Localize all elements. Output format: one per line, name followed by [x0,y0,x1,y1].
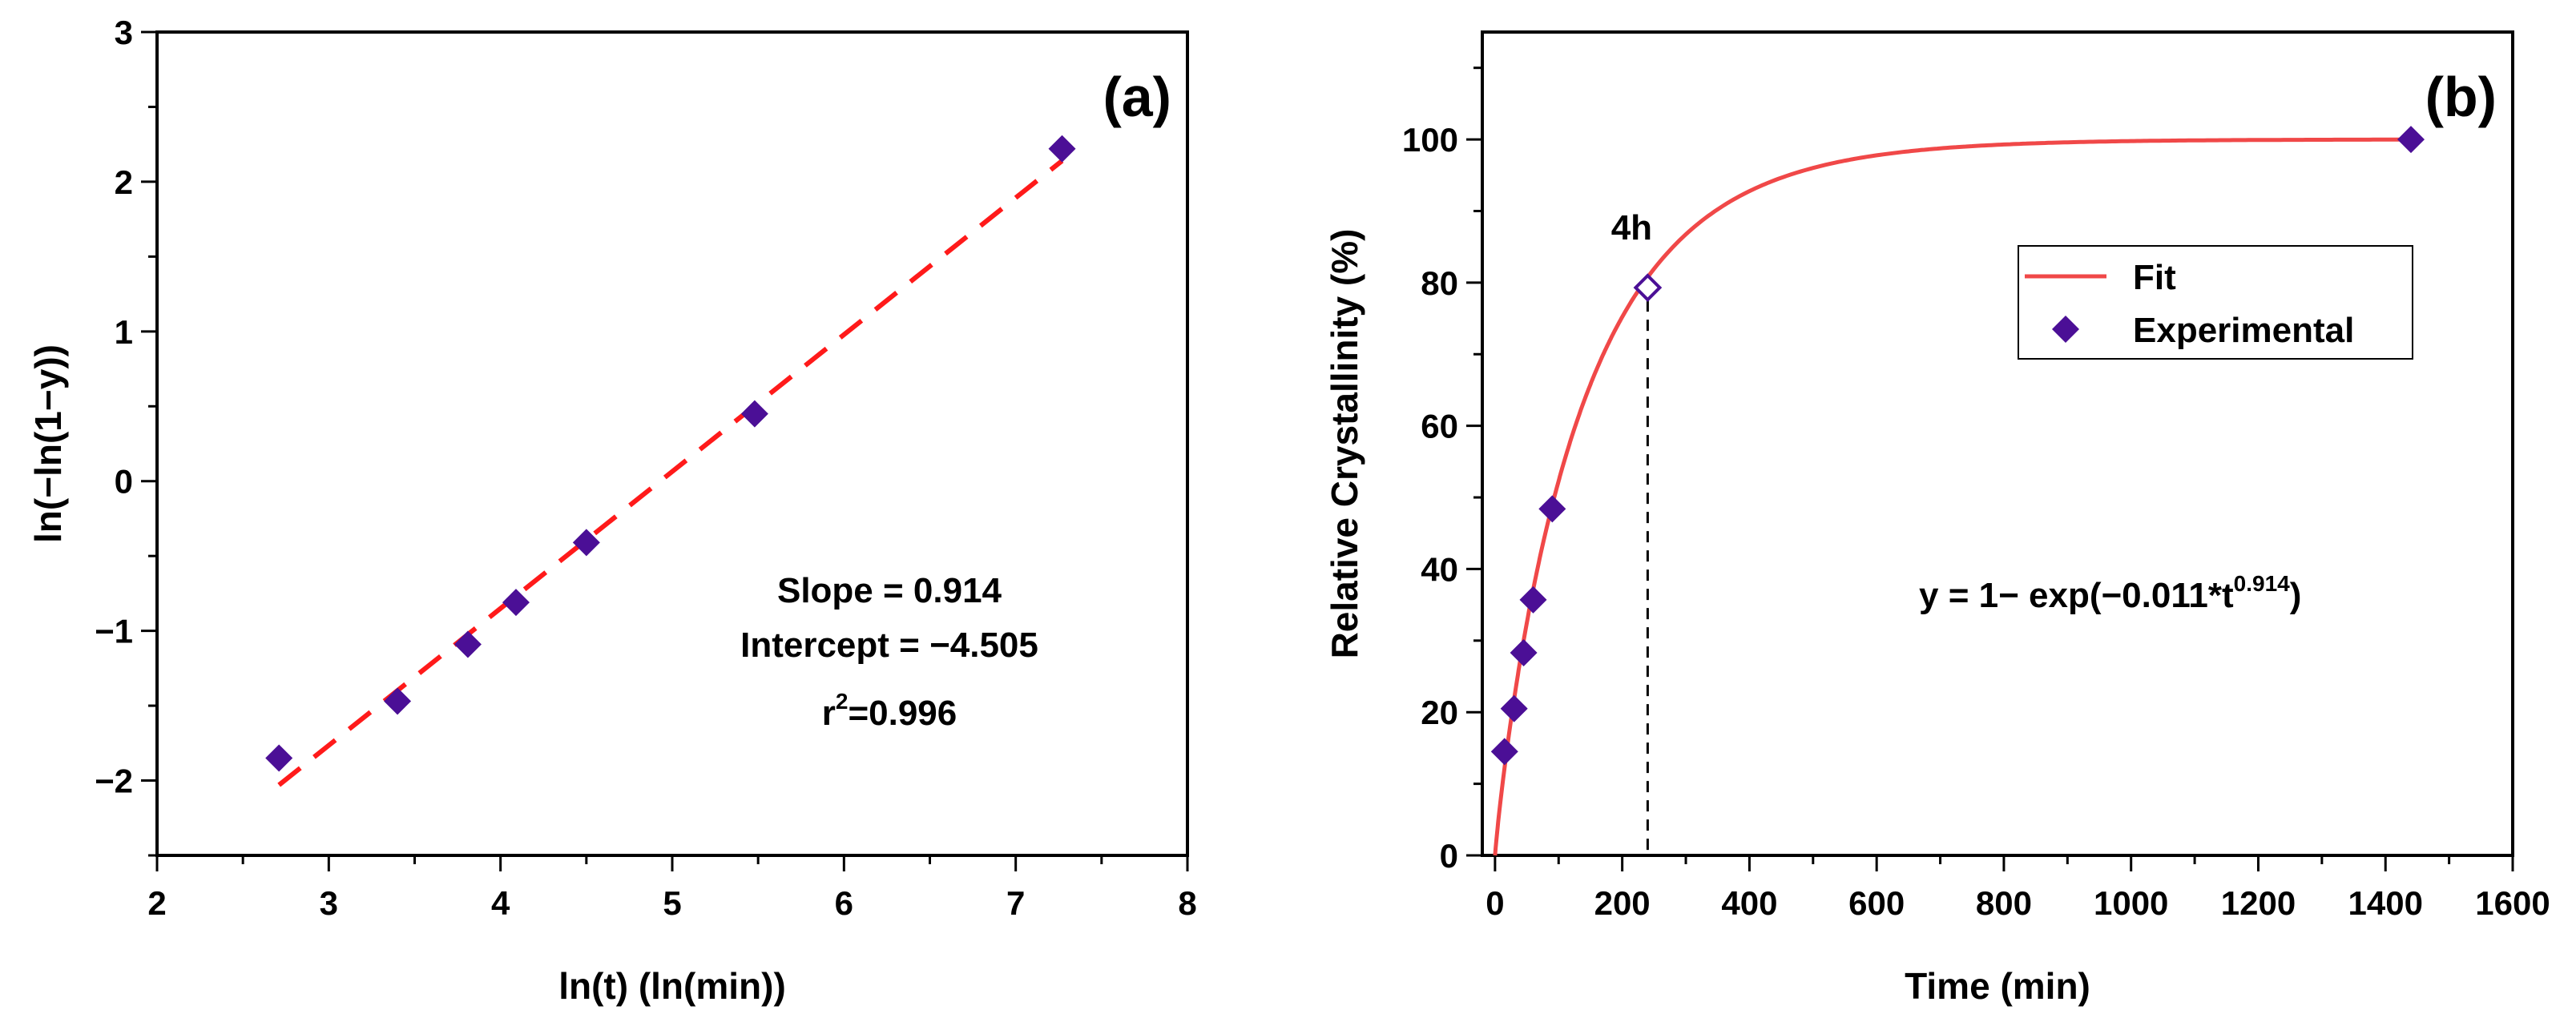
r2-annotation: r2=0.996 [822,689,957,733]
panel-a-x-ticks: 2 3 4 5 6 7 8 [147,855,1197,922]
panel-b-x-tick-label: 600 [1848,884,1905,922]
intercept-annotation: Intercept = −4.505 [740,626,1038,665]
fit-equation: y = 1− exp(−0.011*t0.914) [1919,571,2301,615]
panel-a-fit-line [277,159,1064,787]
panel-a-y-ticks: −2 −1 0 1 2 3 [95,14,157,857]
linear-fit-line [277,159,1064,787]
slope-annotation: Slope = 0.914 [777,571,1002,610]
panel-b-data-point [1519,585,1547,614]
panel-a-y-tick-label: −1 [95,613,133,650]
four-hour-marker [1633,273,1663,302]
panel-a-y-tick-label: 3 [115,14,133,51]
r2-value: =0.996 [848,694,957,733]
panel-a-data-point [265,744,293,772]
panel-a-data-point [572,529,600,557]
panel-a-x-tick-label: 6 [835,884,853,922]
panel-b-x-tick-label: 0 [1486,884,1504,922]
equation-suffix: ) [2290,576,2302,615]
panel-a-x-tick-label: 8 [1178,884,1196,922]
panel-a-data-point [502,589,530,617]
panel-b-y-tick-label: 40 [1421,550,1458,588]
legend-diamond-icon [2052,316,2079,343]
panel-b-y-tick-label: 0 [1440,837,1458,875]
panel-a-y-tick-label: 2 [115,163,133,201]
panel-b-x-tick-label: 1400 [2348,884,2423,922]
panel-a-data-point [1048,135,1076,163]
equation-prefix: y = 1− exp(−0.011*t [1919,576,2234,615]
panel-a-data-point [454,630,482,658]
legend-box [2018,245,2413,360]
panel-b-data-point [1500,694,1528,722]
panel-a-label: (a) [1103,66,1171,128]
four-hour-label: 4h [1611,208,1652,247]
panel-a-y-tick-label: 0 [115,463,133,501]
panel-a-points [265,135,1076,772]
panel-a-y-tick-label: −2 [95,762,133,800]
panel-b-points [1490,126,2425,766]
panel-b-y-tick-label: 60 [1421,408,1458,445]
r2-superscript: 2 [836,689,849,714]
legend-fit-label: Fit [2133,258,2176,297]
panel-b-frame [1481,30,2514,857]
legend-experimental-label: Experimental [2133,311,2354,350]
panel-b-x-tick-label: 400 [1721,884,1777,922]
panel-b-x-tick-label: 800 [1976,884,2032,922]
panel-a-x-tick-label: 5 [663,884,681,922]
panel-a-x-tick-label: 2 [147,884,166,922]
panel-b-data-point [2397,126,2425,154]
panel-a-x-label: ln(t) (ln(min)) [558,965,786,1007]
panel-b-x-tick-label: 1600 [2475,884,2550,922]
panel-a-y-label: ln(−ln(1−y)) [27,344,69,543]
panel-b-data-point [1510,639,1538,667]
panel-a-y-tick-label: 1 [115,313,133,351]
panel-b-x-ticks: 0 200 400 600 800 1000 1200 1400 1600 [1486,855,2550,922]
panel-a-data-point [740,400,768,428]
fit-curve [1493,137,2411,856]
panel-b-x-tick-label: 1200 [2221,884,2296,922]
panel-b-label: (b) [2425,66,2497,128]
panel-a-data-point [384,687,412,715]
panel-a-x-tick-label: 4 [491,884,510,922]
panel-b-y-tick-label: 100 [1402,121,1458,159]
panel-b-y-tick-label: 20 [1421,694,1458,731]
panel-a-x-tick-label: 7 [1006,884,1025,922]
panel-b-y-tick-label: 80 [1421,264,1458,302]
panel-b-x-tick-label: 1000 [2094,884,2168,922]
panel-b-data-point [1490,738,1518,766]
panel-b-y-label: Relative Crystallinity (%) [1324,229,1365,659]
panel-a-frame [155,30,1189,857]
panel-b-y-ticks: 0 20 40 60 80 100 [1402,66,1482,875]
equation-exponent: 0.914 [2234,571,2290,596]
panel-b-x-tick-label: 200 [1594,884,1651,922]
legend: Fit Experimental [2018,245,2413,360]
panel-b-data-point [1538,495,1566,523]
panel-a-x-tick-label: 3 [320,884,338,922]
panel-b: 0 200 400 600 800 1000 1200 1400 1600 0 20 40 60 80 1… [1324,30,2550,1007]
r2-prefix: r [822,694,836,733]
panel-a: 2 3 4 5 6 7 8 −2 −1 0 1 2 3 ln(t) (ln(min)) ln(−ln(… [27,14,1197,1007]
panel-b-x-label: Time (min) [1905,965,2090,1007]
